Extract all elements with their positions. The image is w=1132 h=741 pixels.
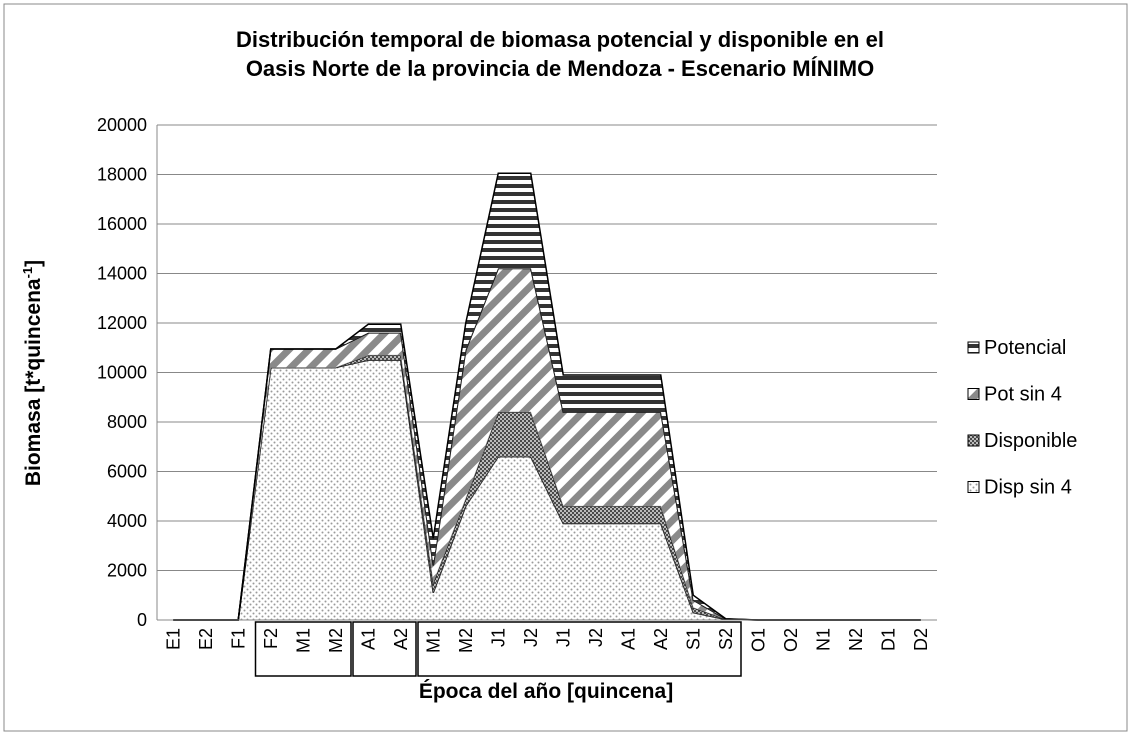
y-tick-label: 0: [137, 610, 147, 630]
x-tick-label: N2: [846, 628, 866, 651]
y-tick-label: 2000: [107, 561, 147, 581]
x-tick-label: M2: [326, 628, 346, 653]
chart-title: Distribución temporal de biomasa potenci…: [236, 27, 884, 52]
x-tick-label: M1: [423, 628, 443, 653]
y-axis-title-part: ]: [22, 260, 45, 267]
x-tick-label: A1: [618, 628, 638, 650]
x-tick-label: F1: [228, 628, 248, 649]
y-axis-title-sup: -1: [20, 267, 35, 279]
x-tick-label: E2: [196, 628, 216, 650]
group-box: [352, 621, 417, 677]
x-tick-label: N1: [813, 628, 833, 651]
y-tick-label: 12000: [97, 313, 147, 333]
legend-swatch: [967, 341, 980, 354]
legend-label: Disp sin 4: [984, 477, 1072, 499]
legend-label: Disponible: [984, 430, 1077, 452]
x-tick-label: M2: [456, 628, 476, 653]
x-tick-label: A2: [651, 628, 671, 650]
y-tick-label: 16000: [97, 214, 147, 234]
x-tick-label: J2: [586, 628, 606, 647]
legend-label: Pot sin 4: [984, 384, 1062, 406]
legend-swatch: [967, 481, 980, 493]
x-tick-label: D2: [911, 628, 931, 651]
y-tick-label: 20000: [97, 115, 147, 135]
group-box: [417, 621, 742, 677]
x-tick-label: A1: [358, 628, 378, 650]
x-tick-label: M1: [293, 628, 313, 653]
x-tick-label: S1: [683, 628, 703, 650]
legend-label: Potencial: [984, 337, 1066, 359]
y-tick-label: 6000: [107, 462, 147, 482]
y-tick-label: 14000: [97, 264, 147, 284]
x-tick-label: E1: [163, 628, 183, 650]
x-tick-label: F2: [261, 628, 281, 649]
y-tick-label: 4000: [107, 511, 147, 531]
group-box: [254, 621, 352, 677]
x-tick-label: J1: [553, 628, 573, 647]
x-tick-label: J1: [488, 628, 508, 647]
y-tick-label: 18000: [97, 165, 147, 185]
x-tick-label: J2: [521, 628, 541, 647]
y-tick-label: 8000: [107, 412, 147, 432]
y-axis-title: Biomasa [t*quincena-1]: [20, 260, 45, 486]
x-tick-label: O1: [748, 628, 768, 652]
y-axis-title-part: Biomasa [t*quincena: [22, 278, 45, 486]
y-tick-label: 10000: [97, 363, 147, 383]
x-tick-label: S2: [716, 628, 736, 650]
x-axis-title: Época del año [quincena]: [419, 680, 673, 703]
x-tick-label: D1: [878, 628, 898, 651]
x-tick-label: O2: [781, 628, 801, 652]
legend-swatch: [967, 434, 980, 447]
x-tick-label: A2: [391, 628, 411, 650]
chart-title: Oasis Norte de la provincia de Mendoza -…: [246, 56, 874, 81]
legend-swatch: [967, 388, 980, 400]
